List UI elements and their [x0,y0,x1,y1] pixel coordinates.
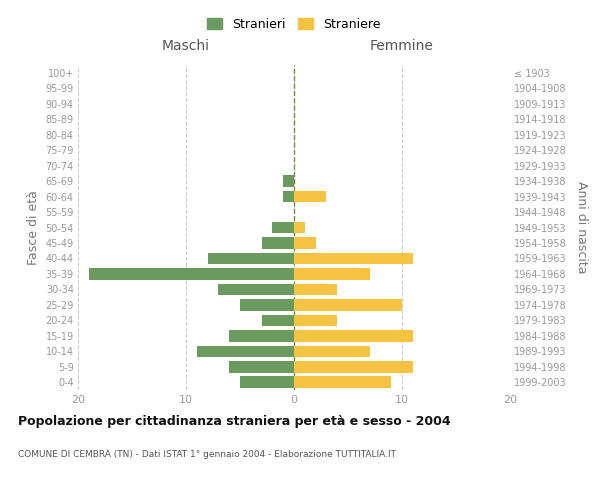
Bar [89,268,294,280]
Bar [294,222,305,234]
Bar [240,299,294,310]
Bar [294,299,402,310]
Bar [218,284,294,295]
Y-axis label: Fasce di età: Fasce di età [27,190,40,265]
Legend: Stranieri, Straniere: Stranieri, Straniere [202,12,386,36]
Text: COMUNE DI CEMBRA (TN) - Dati ISTAT 1° gennaio 2004 - Elaborazione TUTTITALIA.IT: COMUNE DI CEMBRA (TN) - Dati ISTAT 1° ge… [18,450,396,459]
Bar [294,346,370,357]
Bar [197,346,294,357]
Bar [294,237,316,249]
Bar [208,252,294,264]
Bar [283,176,294,187]
Bar [262,237,294,249]
Bar [294,252,413,264]
Bar [229,361,294,372]
Bar [294,284,337,295]
Bar [294,190,326,202]
Text: Maschi: Maschi [162,38,210,52]
Bar [229,330,294,342]
Text: Popolazione per cittadinanza straniera per età e sesso - 2004: Popolazione per cittadinanza straniera p… [18,415,451,428]
Bar [294,268,370,280]
Bar [272,222,294,234]
Bar [283,190,294,202]
Bar [294,314,337,326]
Y-axis label: Anni di nascita: Anni di nascita [575,181,588,274]
Bar [294,361,413,372]
Text: Femmine: Femmine [370,38,434,52]
Bar [262,314,294,326]
Bar [294,330,413,342]
Bar [294,376,391,388]
Bar [240,376,294,388]
